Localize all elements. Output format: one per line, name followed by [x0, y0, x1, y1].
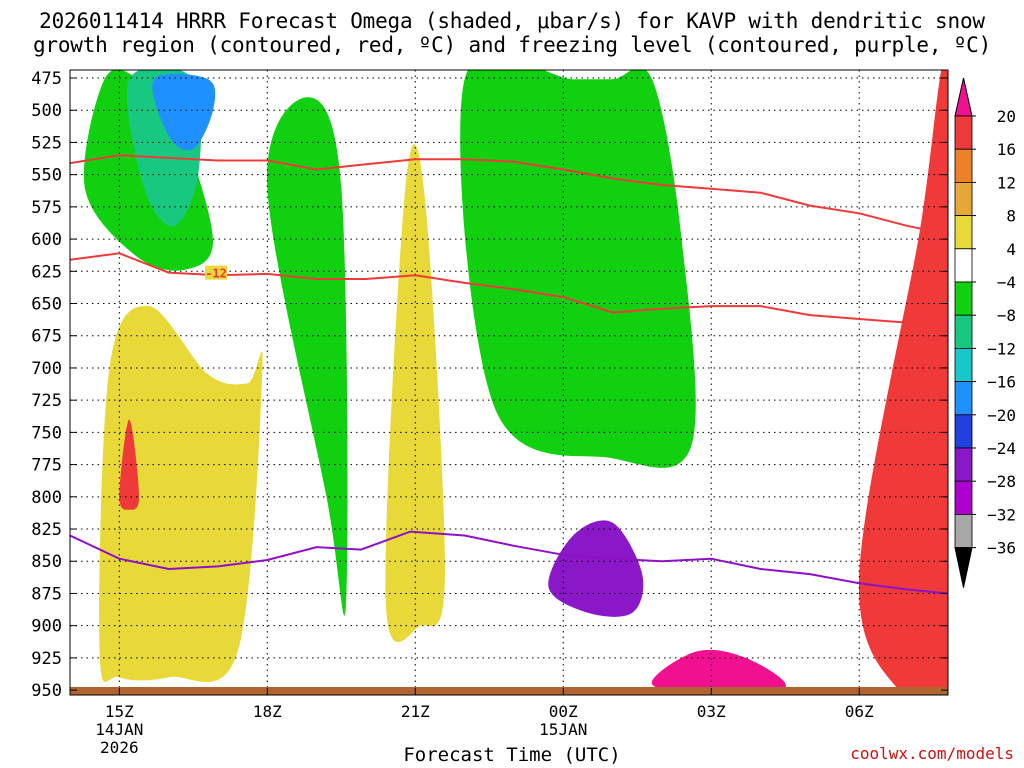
colorbar-label-0: 20 [997, 107, 1016, 126]
terrain-strip [70, 687, 948, 695]
omega-region-9 [651, 649, 786, 695]
colorbar-label-10: −24 [987, 439, 1016, 458]
colorbar: 20 16 12 8 4 −4 −8 −12 −16 −20 −24 −28 −32 −36 [954, 77, 1016, 588]
x-tick-label-21Z: 21Z [401, 702, 430, 721]
colorbar-segment-5 [954, 281, 973, 316]
x-tick-label-06Z: 06Z [845, 702, 874, 721]
y-tick-label-525: 525 [31, 133, 62, 153]
omega-region-5 [267, 97, 348, 616]
colorbar-label-13: −36 [987, 539, 1016, 558]
colorbar-segment-2 [954, 181, 973, 216]
plot-frame [69, 69, 949, 696]
y-tick-label-750: 750 [31, 423, 62, 443]
colorbar-label-7: −12 [987, 339, 1016, 358]
y-tick-label-625: 625 [31, 262, 62, 282]
y-tick-label-700: 700 [31, 359, 62, 379]
y-tick-label-550: 550 [31, 166, 62, 186]
omega-shading [83, 70, 948, 695]
colorbar-label-1: 16 [997, 140, 1016, 159]
colorbar-segment-4 [954, 248, 973, 283]
colorbar-label-9: −20 [987, 406, 1016, 425]
x-tick-label-03Z: 03Z [697, 702, 726, 721]
colorbar-label-12: −32 [987, 505, 1016, 524]
omega-region-4 [119, 419, 140, 510]
y-tick-label-675: 675 [31, 327, 62, 347]
x-tick-sublabel-00Z: 15JAN [539, 720, 587, 739]
colorbar-segment-10 [954, 447, 973, 482]
contour-line-2 [70, 530, 948, 595]
credit-text[interactable]: coolwx.com/models [850, 744, 1014, 763]
x-tick-sublabel-15Z: 14JAN [95, 720, 143, 739]
omega-region-6 [385, 144, 445, 643]
colorbar-segment-6 [954, 314, 973, 349]
omega-region-7 [460, 70, 696, 468]
y-tick-label-825: 825 [31, 520, 62, 540]
omega-region-10 [859, 70, 948, 695]
chart-title-line1: 2026011414 HRRR Forecast Omega (shaded, … [39, 9, 985, 33]
y-tick-label-800: 800 [31, 488, 62, 508]
contour-label-1: -12 [205, 267, 227, 281]
colorbar-label-4: 4 [1006, 240, 1016, 259]
colorbar-segment-12 [954, 514, 973, 549]
contour-lines: -12 [70, 154, 948, 595]
colorbar-segment-0 [954, 115, 973, 150]
colorbar-label-3: 8 [1006, 207, 1016, 226]
y-tick-label-475: 475 [31, 69, 62, 89]
colorbar-top-cap [954, 77, 973, 117]
colorbar-segment-11 [954, 480, 973, 515]
colorbar-segment-3 [954, 215, 973, 250]
contour-label-bg-1 [205, 265, 228, 280]
contour-line-0 [70, 154, 948, 235]
y-tick-label-875: 875 [31, 584, 62, 604]
colorbar-segment-7 [954, 347, 973, 382]
y-axis: 475 500 525 550 575 600 625 650 675 700 725 750 775 8… [31, 69, 948, 701]
y-tick-label-600: 600 [31, 230, 62, 250]
colorbar-label-2: 12 [997, 173, 1016, 192]
x-tick-sublabel2-15Z: 2026 [100, 738, 139, 757]
omega-region-8 [548, 520, 644, 617]
y-tick-label-775: 775 [31, 456, 62, 476]
omega-region-2 [152, 73, 216, 151]
x-axis-label: Forecast Time (UTC) [403, 744, 621, 766]
y-tick-label-850: 850 [31, 552, 62, 572]
y-tick-label-725: 725 [31, 391, 62, 411]
colorbar-label-6: −8 [997, 306, 1016, 325]
y-tick-label-500: 500 [31, 101, 62, 121]
colorbar-segment-8 [954, 381, 973, 416]
x-tick-label-18Z: 18Z [253, 702, 282, 721]
colorbar-bottom-cap [954, 547, 973, 588]
omega-region-3 [99, 305, 263, 683]
x-tick-label-00Z: 00Z [549, 702, 578, 721]
colorbar-label-8: −16 [987, 373, 1016, 392]
chart-title-line2: growth region (contoured, red, ºC) and f… [32, 33, 992, 57]
y-tick-label-650: 650 [31, 295, 62, 315]
colorbar-label-11: −28 [987, 472, 1016, 491]
colorbar-label-5: −4 [997, 273, 1016, 292]
y-tick-label-925: 925 [31, 649, 62, 669]
x-tick-label-15Z: 15Z [105, 702, 134, 721]
y-tick-label-900: 900 [31, 617, 62, 637]
colorbar-segment-9 [954, 414, 973, 449]
colorbar-segment-1 [954, 148, 973, 183]
y-tick-label-950: 950 [31, 681, 62, 701]
y-tick-label-575: 575 [31, 198, 62, 218]
